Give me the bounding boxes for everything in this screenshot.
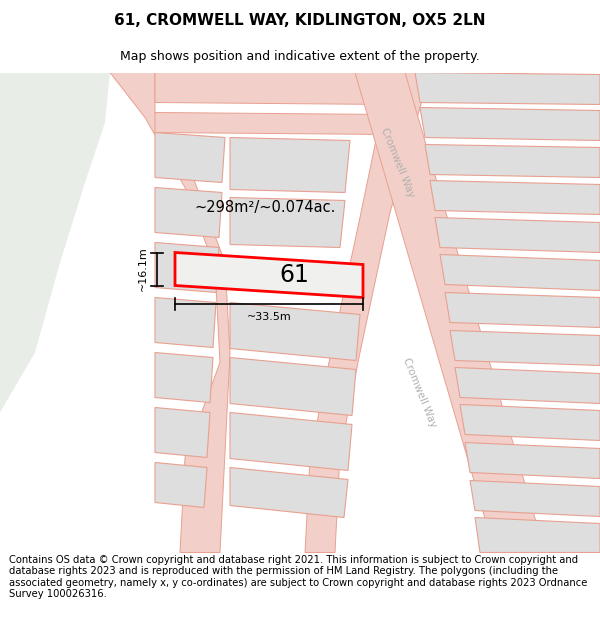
Polygon shape: [430, 181, 600, 214]
Polygon shape: [155, 112, 390, 134]
Polygon shape: [155, 188, 222, 238]
Polygon shape: [470, 481, 600, 516]
Text: ~298m²/~0.074ac.: ~298m²/~0.074ac.: [194, 200, 335, 215]
Text: ~16.1m: ~16.1m: [138, 247, 148, 291]
Text: Map shows position and indicative extent of the property.: Map shows position and indicative extent…: [120, 49, 480, 62]
Polygon shape: [155, 72, 395, 104]
Polygon shape: [355, 72, 545, 552]
Polygon shape: [450, 331, 600, 366]
Text: Contains OS data © Crown copyright and database right 2021. This information is : Contains OS data © Crown copyright and d…: [9, 554, 587, 599]
Polygon shape: [475, 518, 600, 552]
Polygon shape: [110, 72, 230, 552]
Polygon shape: [305, 72, 430, 552]
Text: Cromwell Way: Cromwell Way: [379, 126, 416, 199]
Polygon shape: [230, 302, 360, 361]
Polygon shape: [415, 72, 600, 104]
Polygon shape: [425, 144, 600, 177]
Polygon shape: [440, 254, 600, 291]
Polygon shape: [465, 442, 600, 479]
Polygon shape: [0, 72, 110, 412]
Polygon shape: [155, 352, 213, 402]
Polygon shape: [155, 132, 225, 182]
Polygon shape: [445, 292, 600, 328]
Polygon shape: [230, 468, 348, 518]
Polygon shape: [460, 404, 600, 441]
Polygon shape: [230, 412, 352, 471]
Polygon shape: [175, 253, 363, 298]
Text: 61: 61: [279, 263, 309, 287]
Polygon shape: [230, 198, 345, 248]
Polygon shape: [155, 242, 219, 292]
Polygon shape: [455, 368, 600, 404]
Text: ~33.5m: ~33.5m: [247, 311, 292, 321]
Text: Cromwell Way: Cromwell Way: [401, 356, 439, 429]
Polygon shape: [155, 462, 207, 508]
Text: 61, CROMWELL WAY, KIDLINGTON, OX5 2LN: 61, CROMWELL WAY, KIDLINGTON, OX5 2LN: [114, 12, 486, 28]
Polygon shape: [230, 357, 356, 416]
Polygon shape: [420, 107, 600, 141]
Polygon shape: [155, 298, 216, 348]
Polygon shape: [155, 408, 210, 458]
Polygon shape: [230, 138, 350, 192]
Polygon shape: [435, 217, 600, 252]
